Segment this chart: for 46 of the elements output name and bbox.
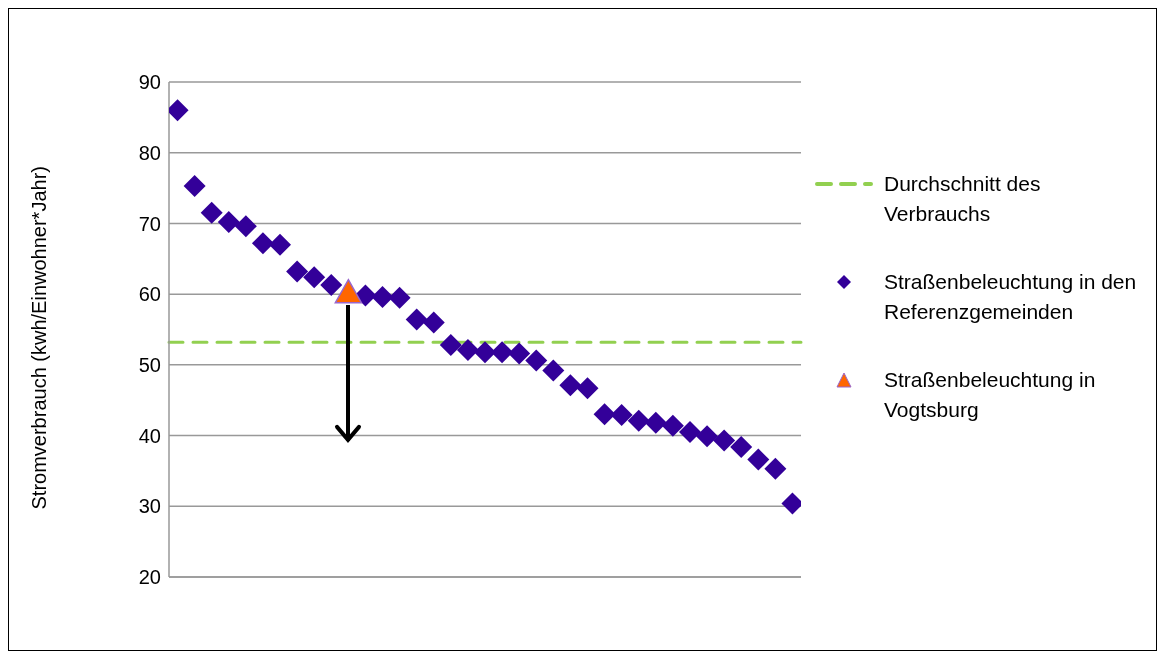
point bbox=[747, 448, 770, 471]
point bbox=[334, 278, 363, 304]
point bbox=[234, 215, 257, 238]
point bbox=[764, 457, 787, 480]
point bbox=[644, 411, 667, 434]
point bbox=[200, 201, 223, 224]
point bbox=[610, 404, 633, 427]
legend-label: Straßenbeleuchtung in den Referenzgemeinden bbox=[884, 269, 1138, 325]
point bbox=[525, 349, 548, 372]
point bbox=[678, 421, 701, 444]
y-tick-label: 20 bbox=[138, 566, 161, 589]
y-tick-label: 70 bbox=[138, 212, 161, 235]
legend-label: Straßenbeleuchtung in Vogtsburg bbox=[884, 367, 1097, 423]
y-axis-title: Stromverbrauch (kwh/Einwohner*Jahr) bbox=[28, 166, 51, 510]
point bbox=[456, 339, 479, 362]
point bbox=[371, 285, 394, 308]
point bbox=[542, 359, 565, 382]
point bbox=[730, 435, 753, 458]
point bbox=[405, 308, 428, 331]
y-tick-label: 40 bbox=[138, 424, 161, 447]
y-tick-label: 50 bbox=[138, 353, 161, 376]
point bbox=[422, 311, 445, 334]
point bbox=[696, 425, 719, 448]
point bbox=[576, 377, 599, 400]
point bbox=[183, 174, 206, 197]
point bbox=[474, 341, 496, 364]
point bbox=[251, 232, 274, 255]
point bbox=[217, 211, 240, 234]
point bbox=[491, 341, 514, 364]
point bbox=[320, 273, 343, 296]
point bbox=[627, 409, 650, 432]
point bbox=[559, 374, 582, 397]
point bbox=[661, 414, 684, 437]
point bbox=[439, 334, 462, 357]
y-tick-label: 30 bbox=[138, 495, 161, 518]
point bbox=[388, 286, 411, 309]
y-tick-label: 60 bbox=[138, 283, 161, 306]
point bbox=[303, 266, 326, 289]
y-tick-label: 80 bbox=[138, 141, 161, 164]
point bbox=[593, 403, 616, 426]
point bbox=[508, 342, 531, 365]
point bbox=[713, 429, 736, 452]
legend-label: Durchschnitt des Verbrauchs bbox=[884, 171, 1042, 227]
point bbox=[286, 260, 309, 283]
point bbox=[269, 233, 292, 256]
y-tick-label: 90 bbox=[138, 71, 161, 94]
